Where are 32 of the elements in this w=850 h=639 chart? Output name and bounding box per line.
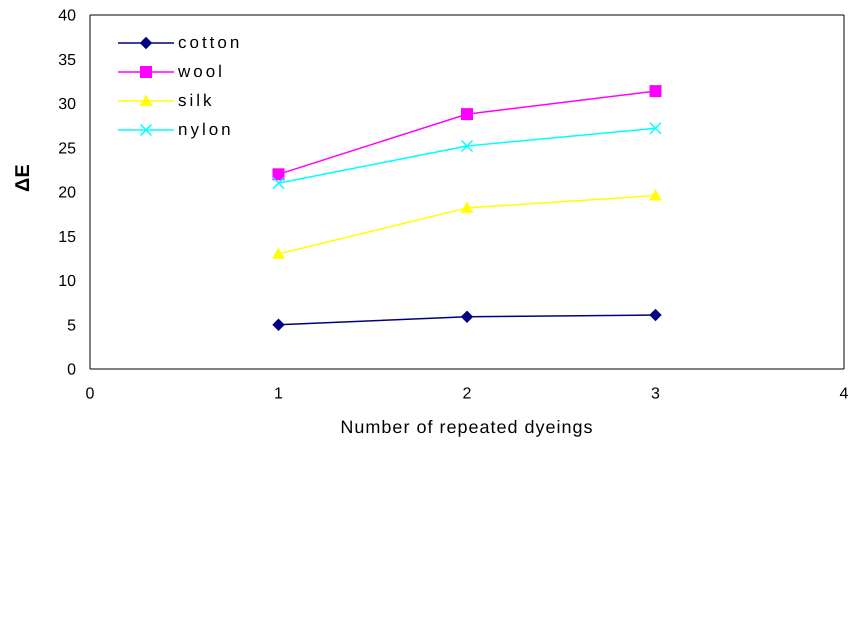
point <box>272 248 284 259</box>
x-tick-label: 0 <box>86 385 95 402</box>
y-tick-label: 30 <box>58 96 76 114</box>
x-tick-label: 3 <box>651 385 660 402</box>
y-tick-label: 25 <box>58 140 76 158</box>
y-tick-label: 20 <box>58 184 76 202</box>
y-tick-label: 15 <box>58 228 76 246</box>
x-axis-title: Number of repeated dyeings <box>340 417 594 437</box>
legend-label: wool <box>178 62 225 82</box>
x-tick-label: 1 <box>274 385 284 402</box>
legend-label: nylon <box>178 120 234 140</box>
y-tick-label: 35 <box>58 52 76 69</box>
x-tick-label: 4 <box>840 385 849 402</box>
point <box>649 122 662 135</box>
point <box>650 190 662 200</box>
y-tick-label: 10 <box>58 273 76 290</box>
point <box>650 85 662 98</box>
y-tick-label: 40 <box>58 8 76 25</box>
x-tick-label: 2 <box>462 385 472 402</box>
legend-label: silk <box>178 90 215 110</box>
y-tick-label: 0 <box>67 362 76 379</box>
y-tick-label: 5 <box>67 317 76 334</box>
point <box>461 108 473 120</box>
point <box>272 318 284 331</box>
legend-label: cotton <box>178 32 242 52</box>
point <box>461 310 473 323</box>
point <box>272 176 285 190</box>
point <box>461 202 473 213</box>
point <box>272 168 284 180</box>
point <box>460 140 474 152</box>
y-axis-title: ΔE <box>12 164 34 192</box>
point <box>650 309 662 322</box>
